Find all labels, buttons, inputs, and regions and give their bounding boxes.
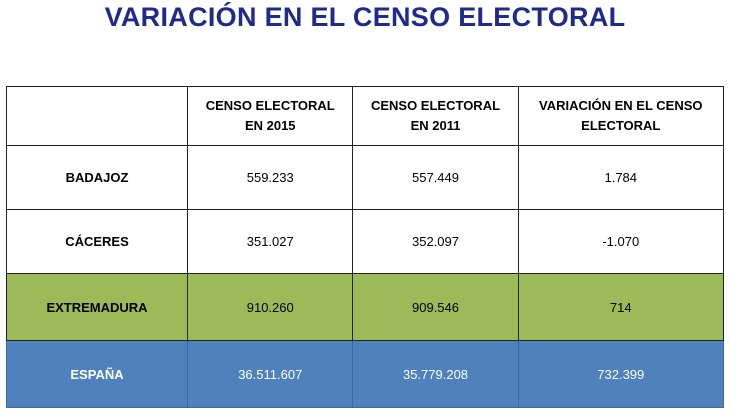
cell: 732.399: [517, 340, 725, 408]
table-row: EXTREMADURA 910.260 909.546 714: [6, 273, 725, 341]
header-row: CENSO ELECTORAL EN 2015 CENSO ELECTORAL …: [6, 86, 725, 146]
header-cell: CENSO ELECTORAL EN 2011: [352, 86, 519, 146]
census-table: CENSO ELECTORAL EN 2015 CENSO ELECTORAL …: [6, 86, 725, 408]
row-label: EXTREMADURA: [6, 273, 188, 341]
cell: 559.233: [186, 145, 354, 210]
header-cell: VARIACIÓN EN EL CENSO ELECTORAL: [517, 86, 725, 146]
cell: 909.546: [352, 273, 519, 341]
cell: 351.027: [186, 209, 354, 274]
cell: 352.097: [352, 209, 519, 274]
header-cell: CENSO ELECTORAL EN 2015: [186, 86, 354, 146]
cell: 557.449: [352, 145, 519, 210]
header-cell: [6, 86, 188, 146]
cell: 910.260: [186, 273, 354, 341]
row-label: ESPAÑA: [6, 340, 188, 408]
table-row: ESPAÑA 36.511.607 35.779.208 732.399: [6, 340, 725, 408]
title: VARIACIÓN EN EL CENSO ELECTORAL: [104, 2, 626, 32]
table-row: CÁCERES 351.027 352.097 -1.070: [6, 209, 725, 274]
row-label: BADAJOZ: [6, 145, 188, 210]
cell: 35.779.208: [352, 340, 519, 408]
cell: -1.070: [517, 209, 725, 274]
cell: 36.511.607: [186, 340, 354, 408]
row-label: CÁCERES: [6, 209, 188, 274]
cell: 1.784: [517, 145, 725, 210]
table-row: BADAJOZ 559.233 557.449 1.784: [6, 145, 725, 210]
cell: 714: [517, 273, 725, 341]
